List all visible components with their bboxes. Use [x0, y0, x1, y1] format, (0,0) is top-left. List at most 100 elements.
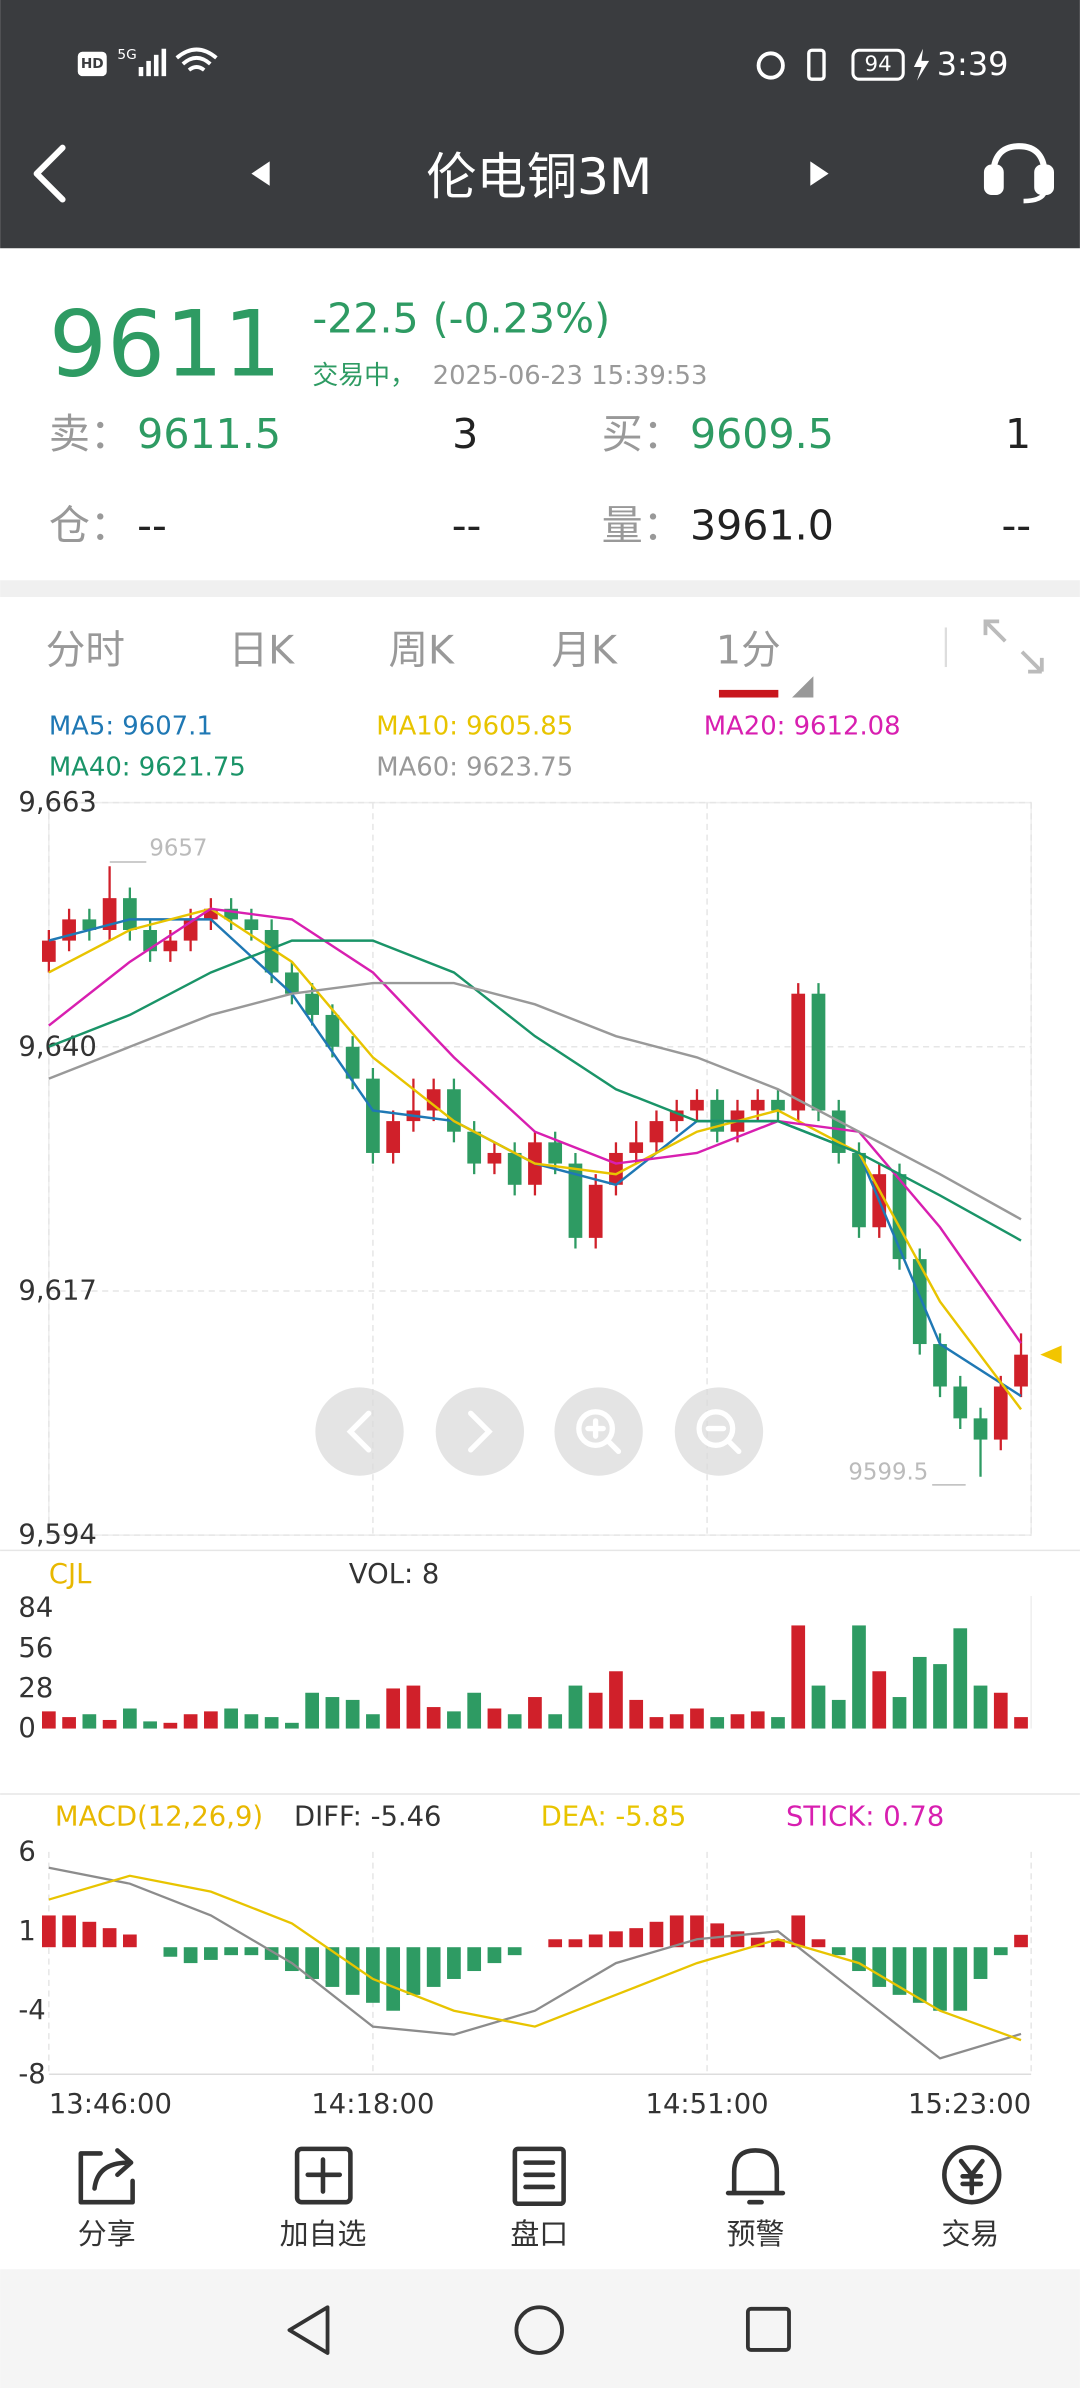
volume-bar: [386, 1688, 401, 1729]
macd-stick: [548, 1939, 563, 1948]
volume-bar: [467, 1692, 482, 1729]
last-price-marker: [1040, 1345, 1062, 1364]
y-tick-label: 1: [18, 1916, 35, 1947]
back-button[interactable]: [33, 144, 66, 203]
macd-stick: [386, 1947, 401, 2011]
volume-bar: [507, 1714, 522, 1729]
volume-bar: [730, 1714, 745, 1729]
y-tick-label: 84: [18, 1593, 53, 1624]
legend-entry: DIFF: -5.46: [294, 1801, 441, 1832]
period-dropdown[interactable]: [792, 676, 814, 698]
clock: 3:39: [937, 45, 1009, 83]
price-change: -22.5: [312, 294, 418, 342]
fullscreen-button[interactable]: [983, 619, 1044, 674]
macd-stick: [609, 1931, 623, 1948]
macd-stick: [426, 1947, 441, 1987]
candle-body: [507, 1152, 522, 1185]
tab[interactable]: 周K: [388, 627, 455, 673]
volume-bar: [447, 1711, 461, 1729]
chart-control-icons: [346, 1409, 742, 1455]
candle-body: [264, 929, 279, 973]
candle-body: [690, 1099, 704, 1111]
toolbar-label[interactable]: 预警: [727, 2217, 785, 2251]
macd-stick: [487, 1947, 502, 1964]
sell-label: 卖：: [49, 410, 131, 458]
tab[interactable]: 分时: [46, 627, 125, 673]
candle-body: [568, 1163, 583, 1238]
candle-body: [791, 993, 806, 1111]
buy-label: 买：: [602, 410, 684, 458]
toolbar-label[interactable]: 交易: [941, 2217, 999, 2251]
legend-entry: MA60: 9623.75: [376, 753, 573, 783]
volume-bar: [264, 1717, 279, 1729]
legend-entry: MA40: 9621.75: [49, 753, 246, 783]
candle-body: [1014, 1354, 1028, 1387]
volume-bar: [831, 1699, 846, 1729]
legend-entry: MA20: 9612.08: [704, 711, 901, 741]
volume-bar: [710, 1717, 725, 1729]
tab[interactable]: 1分: [716, 627, 781, 673]
next-button[interactable]: [810, 161, 829, 186]
toolbar-label[interactable]: 加自选: [280, 2217, 367, 2251]
candle-body: [447, 1089, 461, 1132]
scroll-left-button[interactable]: [315, 1387, 404, 1476]
zoom-in-button[interactable]: [554, 1387, 643, 1476]
x-tick-label: 15:23:00: [908, 2089, 1031, 2120]
candle-body: [487, 1152, 502, 1164]
legend-entry: MA10: 9605.85: [376, 711, 573, 741]
macd-stick: [791, 1915, 806, 1948]
zoom-out-button[interactable]: [674, 1387, 764, 1476]
legend-entry: STICK: 0.78: [786, 1801, 944, 1832]
macd-stick: [933, 1947, 947, 2011]
candle-body: [386, 1121, 401, 1153]
tab[interactable]: 日K: [229, 627, 296, 673]
volume-bar: [892, 1697, 907, 1729]
ma-line: [48, 939, 1022, 1242]
candle-body: [852, 1152, 866, 1228]
macd-stick: [345, 1947, 360, 1995]
volume-bar: [953, 1628, 968, 1729]
scroll-right-button[interactable]: [435, 1387, 525, 1476]
chart-title: CJL: [49, 1559, 92, 1590]
legend-entry: DEA: -5.85: [541, 1801, 687, 1832]
battery-level: 94: [865, 52, 892, 77]
tab[interactable]: 月K: [551, 627, 618, 673]
trade-status: 交易中，: [312, 361, 416, 391]
y-tick-label: 9,617: [18, 1275, 96, 1306]
candle-body: [41, 940, 56, 962]
timestamp: 2025-06-23 15:39:53: [433, 361, 708, 391]
nav-home[interactable]: [514, 2305, 564, 2355]
nav-recent[interactable]: [745, 2306, 791, 2352]
candle-body: [811, 993, 826, 1111]
open-interest: --: [137, 501, 167, 549]
toolbar-label[interactable]: 盘口: [510, 2217, 568, 2251]
candle-body: [933, 1344, 947, 1387]
candle-body: [629, 1142, 644, 1153]
volume-bar: [62, 1717, 76, 1729]
candle-body: [345, 1046, 360, 1079]
volume-bar: [123, 1708, 137, 1729]
x-tick-label: 14:18:00: [311, 2089, 434, 2120]
macd-stick: [892, 1947, 907, 1995]
volume-bar: [426, 1707, 441, 1729]
candle-body: [163, 940, 178, 952]
macd-stick: [993, 1947, 1008, 1956]
volume-label: 量：: [602, 501, 684, 549]
service-button[interactable]: [983, 143, 1054, 204]
prev-button[interactable]: [251, 161, 270, 186]
volume-bar: [973, 1685, 988, 1729]
chart-controls: [315, 1387, 764, 1476]
candle-body: [771, 1099, 785, 1111]
macd-stick: [690, 1915, 704, 1948]
macd-stick: [649, 1921, 664, 1948]
volume-bar: [852, 1625, 866, 1729]
macd-stick: [973, 1947, 988, 1979]
buy-price: 9609.5: [690, 410, 834, 458]
volume-bar: [872, 1671, 887, 1729]
volume-bar: [487, 1708, 502, 1729]
volume-bar: [143, 1721, 157, 1729]
network-label: HD: [81, 56, 104, 72]
nav-back[interactable]: [287, 2305, 330, 2355]
toolbar-label[interactable]: 分享: [78, 2217, 136, 2251]
volume-bar: [629, 1699, 644, 1729]
